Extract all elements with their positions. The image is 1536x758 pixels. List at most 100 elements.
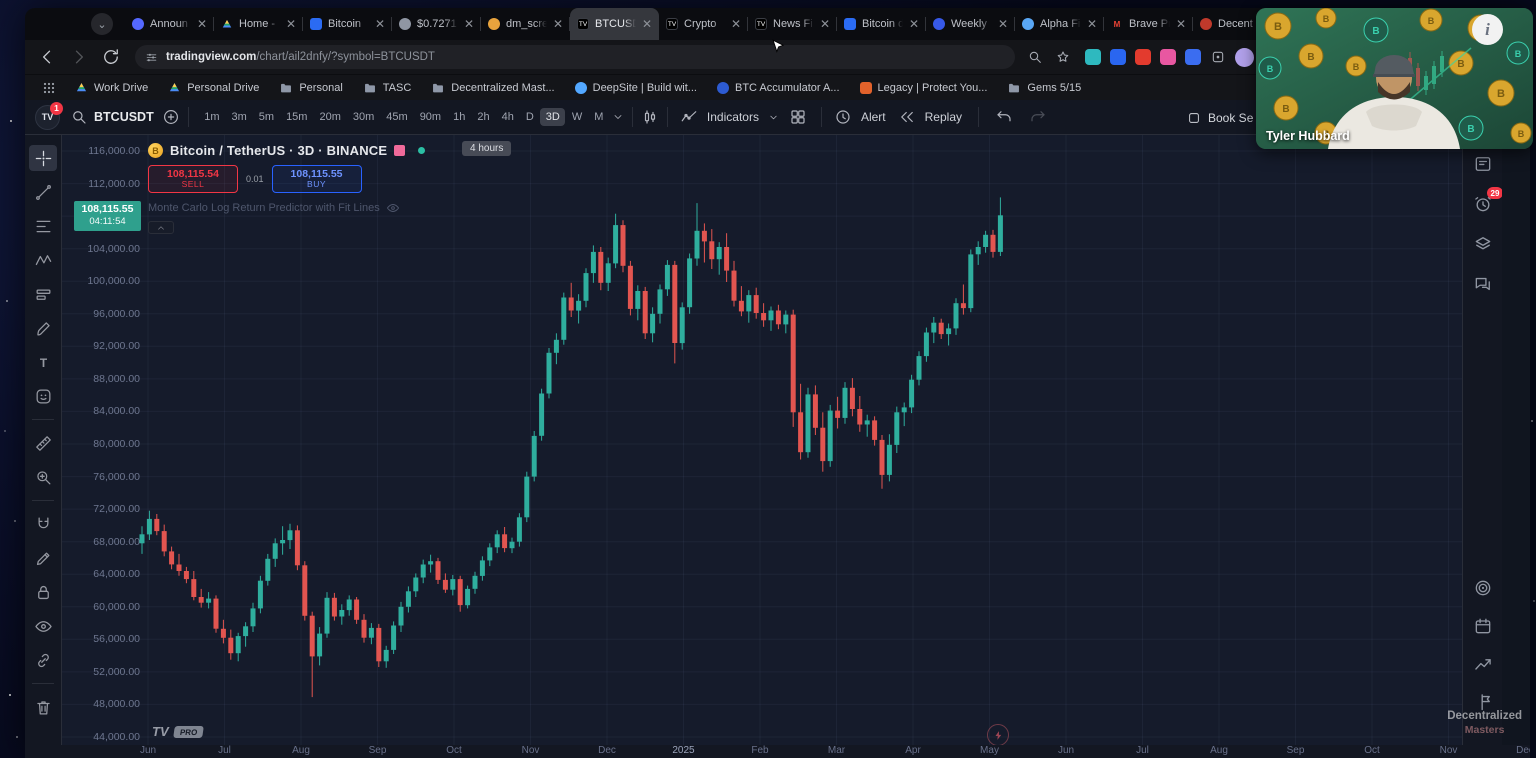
browser-tab-bitcoin-d[interactable]: Bitcoin d ✕ bbox=[837, 8, 926, 40]
tab-close-button[interactable]: ✕ bbox=[1086, 17, 1097, 31]
sidebar-hotlists[interactable] bbox=[1470, 575, 1496, 601]
bookmark-tasc[interactable]: TASC bbox=[363, 81, 411, 95]
timeframe-45m[interactable]: 45m bbox=[386, 111, 408, 123]
browser-tab-weekly[interactable]: Weekly ✕ bbox=[926, 8, 1015, 40]
undo-icon[interactable] bbox=[995, 108, 1013, 126]
bookmark-decentralized-mast[interactable]: Decentralized Mast... bbox=[431, 81, 555, 95]
tool-brush[interactable] bbox=[29, 315, 57, 341]
profile-avatar[interactable] bbox=[1235, 47, 1254, 67]
bookmark-star-icon[interactable] bbox=[1055, 49, 1071, 65]
symbol-name[interactable]: BTCUSDT bbox=[94, 110, 154, 124]
legend-title[interactable]: Bitcoin / TetherUS · 3D · BINANCE bbox=[170, 143, 388, 158]
browser-tab-btcusd[interactable]: TV BTCUSD ✕ bbox=[570, 8, 659, 40]
browser-tab-alpha-fi[interactable]: Alpha Fi ✕ bbox=[1015, 8, 1104, 40]
symbol-search-icon[interactable] bbox=[70, 108, 88, 126]
tool-xabcd-pattern[interactable] bbox=[29, 247, 57, 273]
bookmark-personal-drive[interactable]: Personal Drive bbox=[168, 81, 259, 94]
tool-remove-drawings[interactable] bbox=[29, 694, 57, 720]
sidebar-chat[interactable] bbox=[1470, 271, 1496, 297]
extension-icon[interactable] bbox=[1135, 49, 1151, 65]
price-scale[interactable]: 116,000.00 112,000.00 104,000.00 100,000.00… bbox=[62, 135, 140, 745]
tool-fib-retracement[interactable] bbox=[29, 213, 57, 239]
tab-close-button[interactable]: ✕ bbox=[1175, 17, 1186, 31]
browser-tab-0-7271[interactable]: $0.7271 ✕ bbox=[392, 8, 481, 40]
tool-zoom-in[interactable] bbox=[29, 464, 57, 490]
site-settings-icon[interactable] bbox=[145, 51, 158, 64]
timeframe-m[interactable]: M bbox=[594, 111, 604, 123]
tool-emoji[interactable] bbox=[29, 383, 57, 409]
tab-close-button[interactable]: ✕ bbox=[196, 17, 207, 31]
tool-ruler[interactable] bbox=[29, 430, 57, 456]
bookmark-work-drive[interactable]: Work Drive bbox=[75, 81, 148, 94]
tool-lock[interactable] bbox=[29, 579, 57, 605]
tab-close-button[interactable]: ✕ bbox=[908, 17, 919, 31]
tool-long-position[interactable] bbox=[29, 281, 57, 307]
browser-tab-announ[interactable]: Announ ✕ bbox=[125, 8, 214, 40]
chart-area[interactable]: 116,000.00 112,000.00 104,000.00 100,000.00… bbox=[62, 135, 1462, 745]
bookmark-gems-5-15[interactable]: Gems 5/15 bbox=[1007, 81, 1081, 95]
buy-button[interactable]: 108,115.55 BUY bbox=[271, 165, 362, 193]
indicators-button[interactable]: Indicators bbox=[680, 108, 779, 126]
instant-trading-button[interactable] bbox=[987, 724, 1009, 745]
timeframe-w[interactable]: W bbox=[571, 111, 583, 123]
timeframe-15m[interactable]: 15m bbox=[286, 111, 308, 123]
indicator-visibility-icon[interactable] bbox=[386, 201, 400, 215]
tool-link-drawings[interactable] bbox=[29, 647, 57, 673]
timeframe-3d[interactable]: 3D bbox=[540, 108, 566, 126]
add-symbol-icon[interactable] bbox=[162, 108, 180, 126]
timeframe-90m[interactable]: 90m bbox=[419, 111, 442, 123]
reload-button[interactable] bbox=[101, 47, 121, 67]
tab-close-button[interactable]: ✕ bbox=[552, 17, 563, 31]
sidebar-watchlist[interactable] bbox=[1470, 151, 1496, 177]
time-scale[interactable]: Jun Jul Aug Sep Oct Nov Dec 2025 Feb Mar Apr May Jun… bbox=[62, 745, 1530, 758]
address-bar[interactable]: tradingview.com/chart/ail2dnfy/?symbol=B… bbox=[135, 45, 1015, 69]
tool-drawing-mode[interactable] bbox=[29, 545, 57, 571]
timeframe-1m[interactable]: 1m bbox=[204, 111, 220, 123]
extension-icon[interactable] bbox=[1160, 49, 1176, 65]
timeframe-3m[interactable]: 3m bbox=[231, 111, 247, 123]
chart-style-icon[interactable] bbox=[641, 108, 659, 126]
tool-crosshair[interactable] bbox=[29, 145, 57, 171]
legend-collapse-button[interactable] bbox=[148, 221, 174, 234]
tradingview-watermark-logo[interactable]: TV PRO bbox=[152, 724, 204, 739]
search-page-icon[interactable] bbox=[1027, 49, 1043, 65]
extension-icon[interactable] bbox=[1085, 49, 1101, 65]
browser-tab-brave-pr[interactable]: M Brave Pr ✕ bbox=[1104, 8, 1193, 40]
book-search-button[interactable]: Book Se bbox=[1187, 100, 1253, 135]
sidebar-ideas[interactable] bbox=[1470, 651, 1496, 677]
timeframe-4h[interactable]: 4h bbox=[501, 111, 514, 123]
timeframe-5m[interactable]: 5m bbox=[258, 111, 275, 123]
tab-list-chevron-icon[interactable]: ⌄ bbox=[91, 13, 113, 35]
sidebar-alerts[interactable]: 29 bbox=[1470, 187, 1503, 217]
tab-close-button[interactable]: ✕ bbox=[285, 17, 296, 31]
browser-tab-crypto[interactable]: TV Crypto ✕ bbox=[659, 8, 748, 40]
sidebar-object-tree[interactable] bbox=[1470, 231, 1496, 257]
tab-close-button[interactable]: ✕ bbox=[997, 17, 1008, 31]
extension-icon[interactable] bbox=[1110, 49, 1126, 65]
sell-button[interactable]: 108,115.54 SELL bbox=[148, 165, 238, 193]
replay-button[interactable]: Replay bbox=[898, 108, 966, 126]
timeframe-30m[interactable]: 30m bbox=[352, 111, 375, 123]
back-button[interactable] bbox=[37, 47, 57, 67]
forward-button[interactable] bbox=[69, 47, 89, 67]
browser-tab-bitcoin[interactable]: Bitcoin ✕ bbox=[303, 8, 392, 40]
apps-grid-icon[interactable] bbox=[41, 80, 57, 96]
timeframe-d[interactable]: D bbox=[525, 111, 534, 123]
tab-close-button[interactable]: ✕ bbox=[641, 17, 652, 31]
bookmark-legacy-protect-you[interactable]: Legacy | Protect You... bbox=[859, 81, 987, 94]
tab-close-button[interactable]: ✕ bbox=[463, 17, 474, 31]
bookmark-personal[interactable]: Personal bbox=[279, 81, 343, 95]
redo-icon[interactable] bbox=[1029, 108, 1047, 126]
browser-tab-dm-scre[interactable]: dm_scre ✕ bbox=[481, 8, 570, 40]
flag-icon[interactable] bbox=[394, 145, 406, 156]
extension-icon[interactable] bbox=[1185, 49, 1201, 65]
tab-close-button[interactable]: ✕ bbox=[819, 17, 830, 31]
info-button[interactable]: i bbox=[1472, 14, 1503, 45]
tab-close-button[interactable]: ✕ bbox=[374, 17, 385, 31]
browser-tab-home[interactable]: Home - ✕ bbox=[214, 8, 303, 40]
timeframe-20m[interactable]: 20m bbox=[319, 111, 341, 123]
bookmark-deepsite-build-wit[interactable]: DeepSite | Build wit... bbox=[574, 81, 697, 94]
timeframe-1h[interactable]: 1h bbox=[453, 111, 466, 123]
tool-magnet[interactable] bbox=[29, 511, 57, 537]
bookmark-btc-accumulator-a[interactable]: BTC Accumulator A... bbox=[716, 81, 840, 94]
